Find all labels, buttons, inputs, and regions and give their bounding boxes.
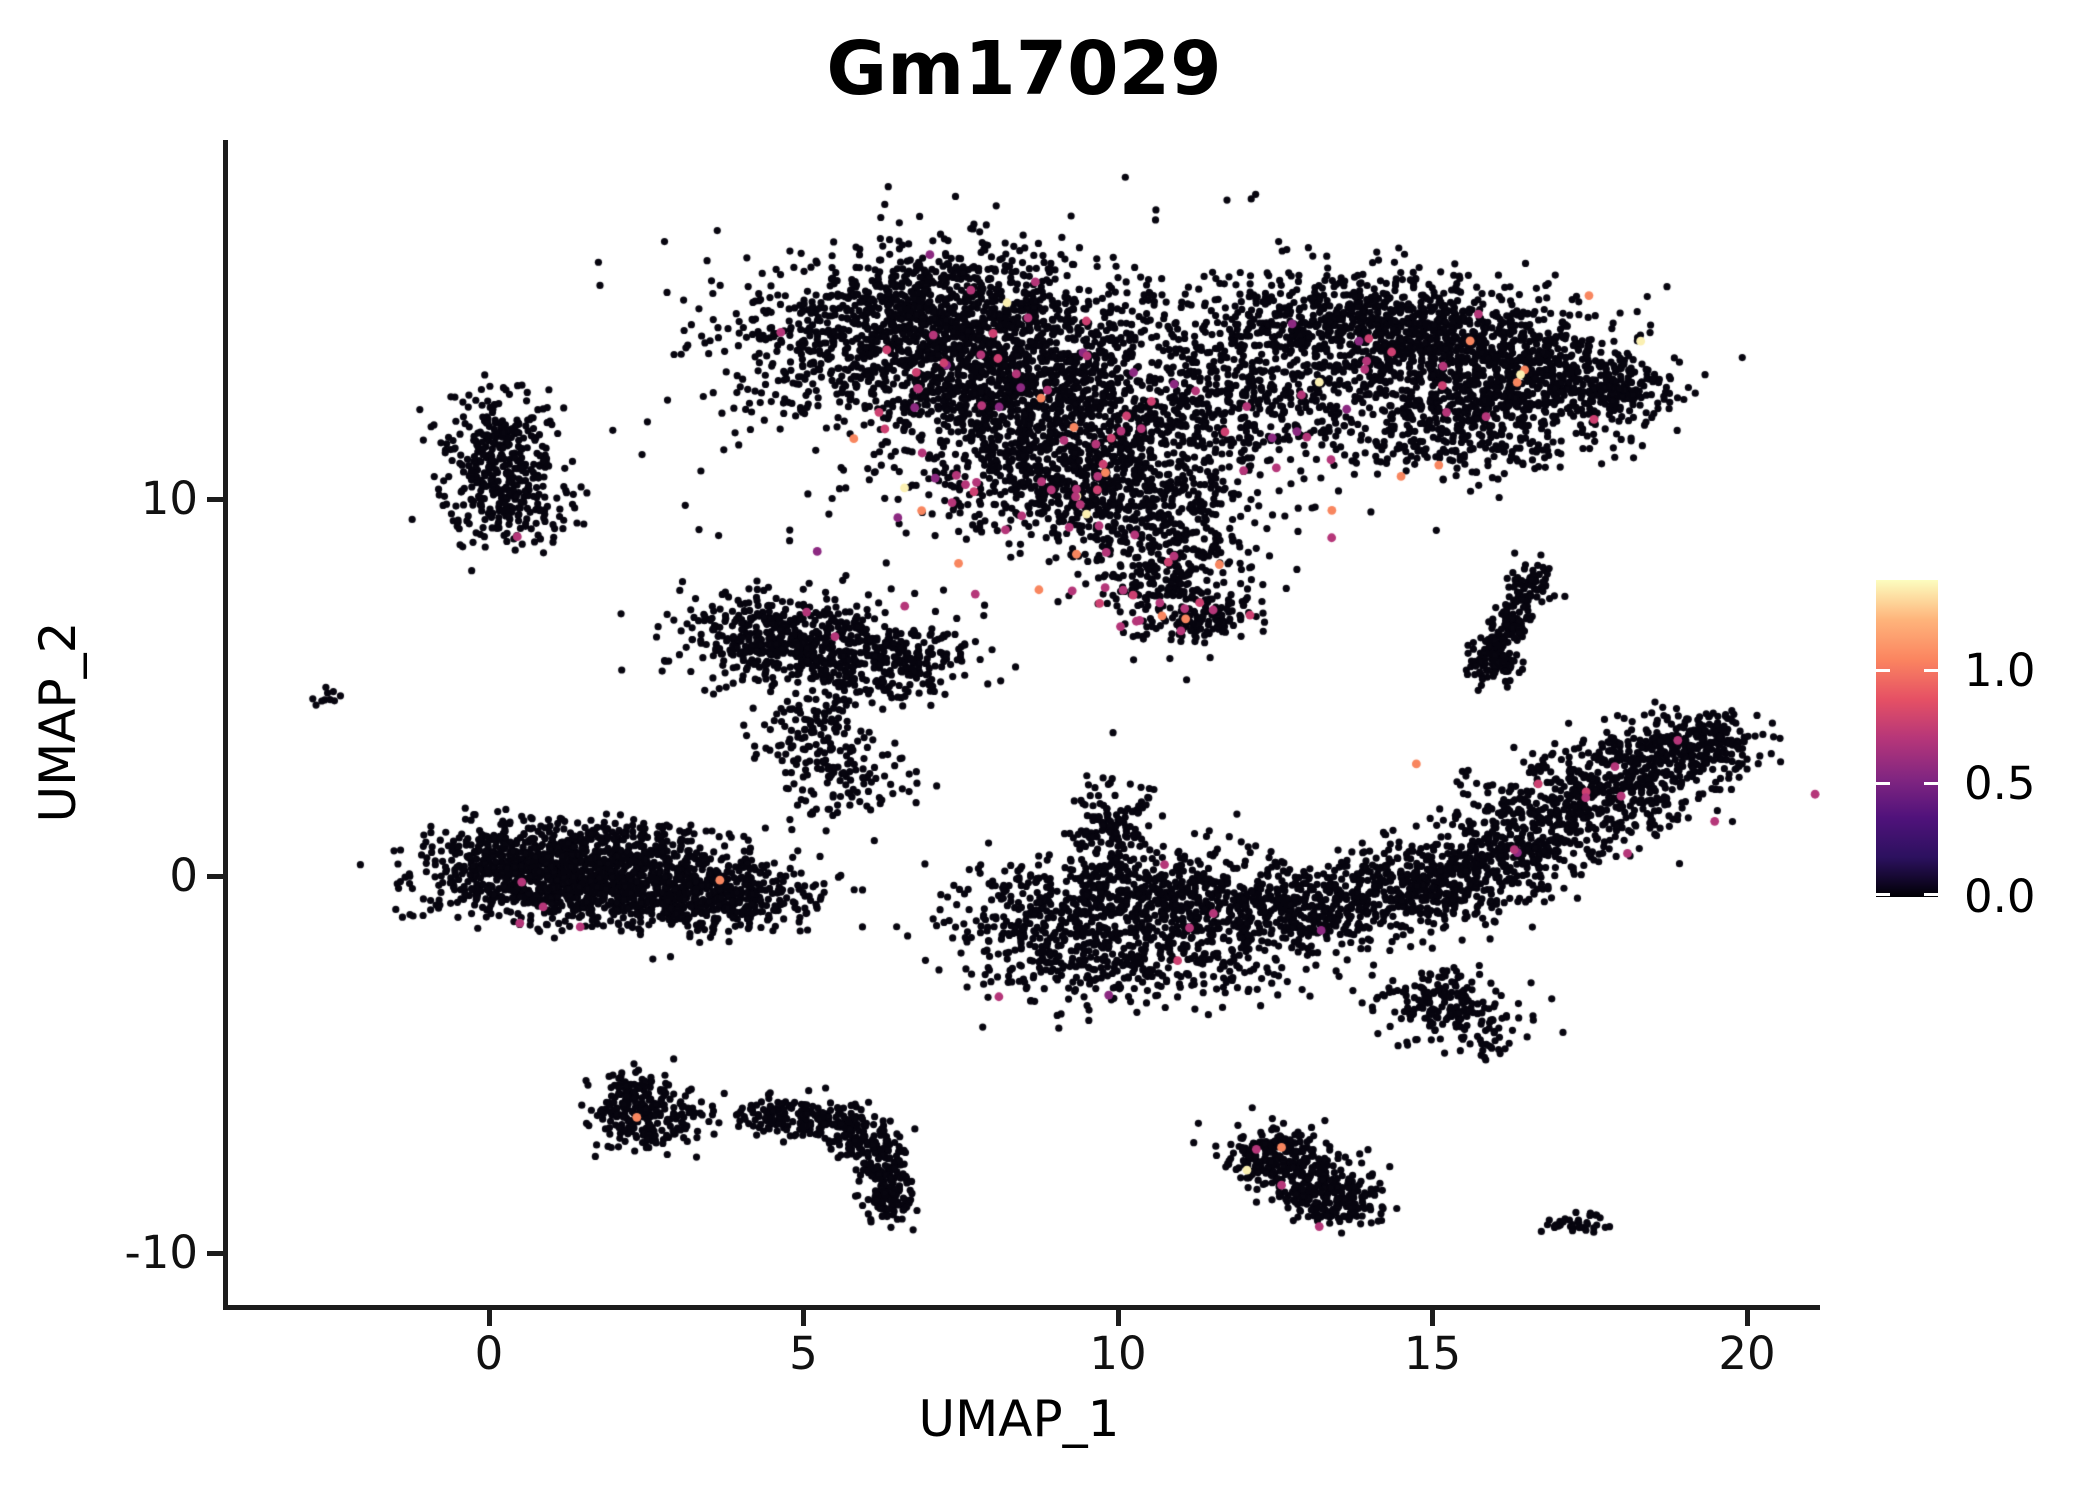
umap-scatter-canvas xyxy=(228,140,1820,1305)
plot-title: Gm17029 xyxy=(826,26,1222,112)
y-tick-mark xyxy=(207,1250,223,1256)
y-tick-mark xyxy=(207,496,223,502)
colorbar-tick-label: 1.0 xyxy=(1964,643,2036,697)
x-tick-label: 15 xyxy=(1403,1327,1462,1380)
x-tick-mark xyxy=(1744,1310,1750,1326)
y-axis-label: UMAP_2 xyxy=(29,621,87,823)
y-axis-spine xyxy=(223,140,228,1310)
expression-colorbar xyxy=(1876,580,1938,897)
colorbar-tick-mark xyxy=(1876,782,1890,786)
colorbar-tick-mark xyxy=(1924,892,1938,896)
colorbar-tick-label: 0.5 xyxy=(1964,756,2036,810)
x-tick-mark xyxy=(1115,1310,1121,1326)
y-tick-mark xyxy=(207,873,223,879)
y-tick-label: 10 xyxy=(140,472,198,525)
y-tick-label: -10 xyxy=(124,1226,199,1279)
colorbar-tick-mark xyxy=(1924,669,1938,673)
x-tick-mark xyxy=(1430,1310,1435,1326)
colorbar-tick-label: 0.0 xyxy=(1964,870,2036,923)
x-tick-label: 5 xyxy=(789,1327,818,1380)
colorbar-tick-mark xyxy=(1876,892,1890,896)
x-axis-spine xyxy=(223,1305,1820,1310)
x-tick-mark xyxy=(801,1310,806,1326)
colorbar-tick-mark xyxy=(1924,782,1938,786)
x-tick-label: 0 xyxy=(474,1327,504,1380)
x-tick-label: 10 xyxy=(1089,1327,1147,1380)
x-tick-label: 20 xyxy=(1718,1327,1776,1380)
y-tick-label: 0 xyxy=(169,849,198,902)
x-axis-label: UMAP_1 xyxy=(918,1390,1120,1448)
colorbar-tick-mark xyxy=(1876,669,1890,673)
x-tick-mark xyxy=(486,1310,492,1326)
